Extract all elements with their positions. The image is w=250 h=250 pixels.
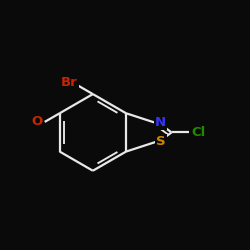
Text: Cl: Cl — [191, 126, 206, 139]
Text: Br: Br — [61, 76, 78, 90]
Text: O: O — [31, 116, 42, 128]
Text: S: S — [156, 135, 166, 148]
Text: N: N — [155, 116, 166, 129]
